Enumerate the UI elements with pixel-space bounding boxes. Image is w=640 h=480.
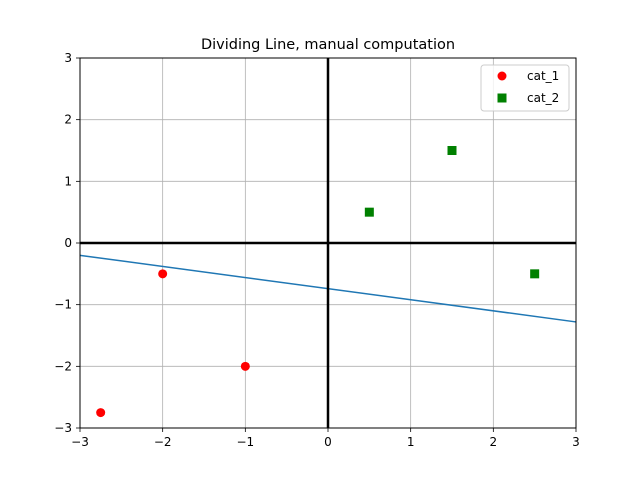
x-tick-label: 0: [324, 435, 332, 449]
y-tick-label: −3: [54, 421, 72, 435]
point-cat_2: [447, 146, 457, 155]
x-tick-label: −2: [154, 435, 172, 449]
x-tick-label: 2: [490, 435, 498, 449]
legend-marker-cat-1: [497, 71, 507, 81]
legend-label-cat-1: cat_1: [527, 69, 559, 83]
x-tick-label: 1: [407, 435, 415, 449]
x-tick-label: −1: [236, 435, 254, 449]
y-tick-label: 0: [64, 236, 72, 250]
y-tick-label: 2: [64, 113, 72, 127]
zero-axis-lines: [80, 58, 576, 428]
point-cat_1: [240, 361, 250, 371]
legend: cat_1 cat_2: [480, 64, 570, 112]
data-points: [96, 146, 540, 418]
legend-marker-cat-2: [497, 93, 507, 103]
point-cat_2: [364, 207, 374, 217]
point-cat_1: [96, 408, 106, 418]
x-tick-label: 3: [572, 435, 580, 449]
chart-title: Dividing Line, manual computation: [201, 37, 455, 53]
y-tick-label: 1: [64, 174, 72, 188]
y-tick-label: −1: [54, 298, 72, 312]
axis-ticks: −3 −2 −1 0 1 2 3 −3 −2 −1 0 1 2 3: [54, 51, 580, 449]
x-tick-label: −3: [71, 435, 89, 449]
y-tick-label: −2: [54, 359, 72, 373]
y-tick-label: 3: [64, 51, 72, 65]
point-cat_1: [158, 269, 168, 279]
legend-label-cat-2: cat_2: [527, 91, 559, 105]
point-cat_2: [530, 269, 540, 279]
